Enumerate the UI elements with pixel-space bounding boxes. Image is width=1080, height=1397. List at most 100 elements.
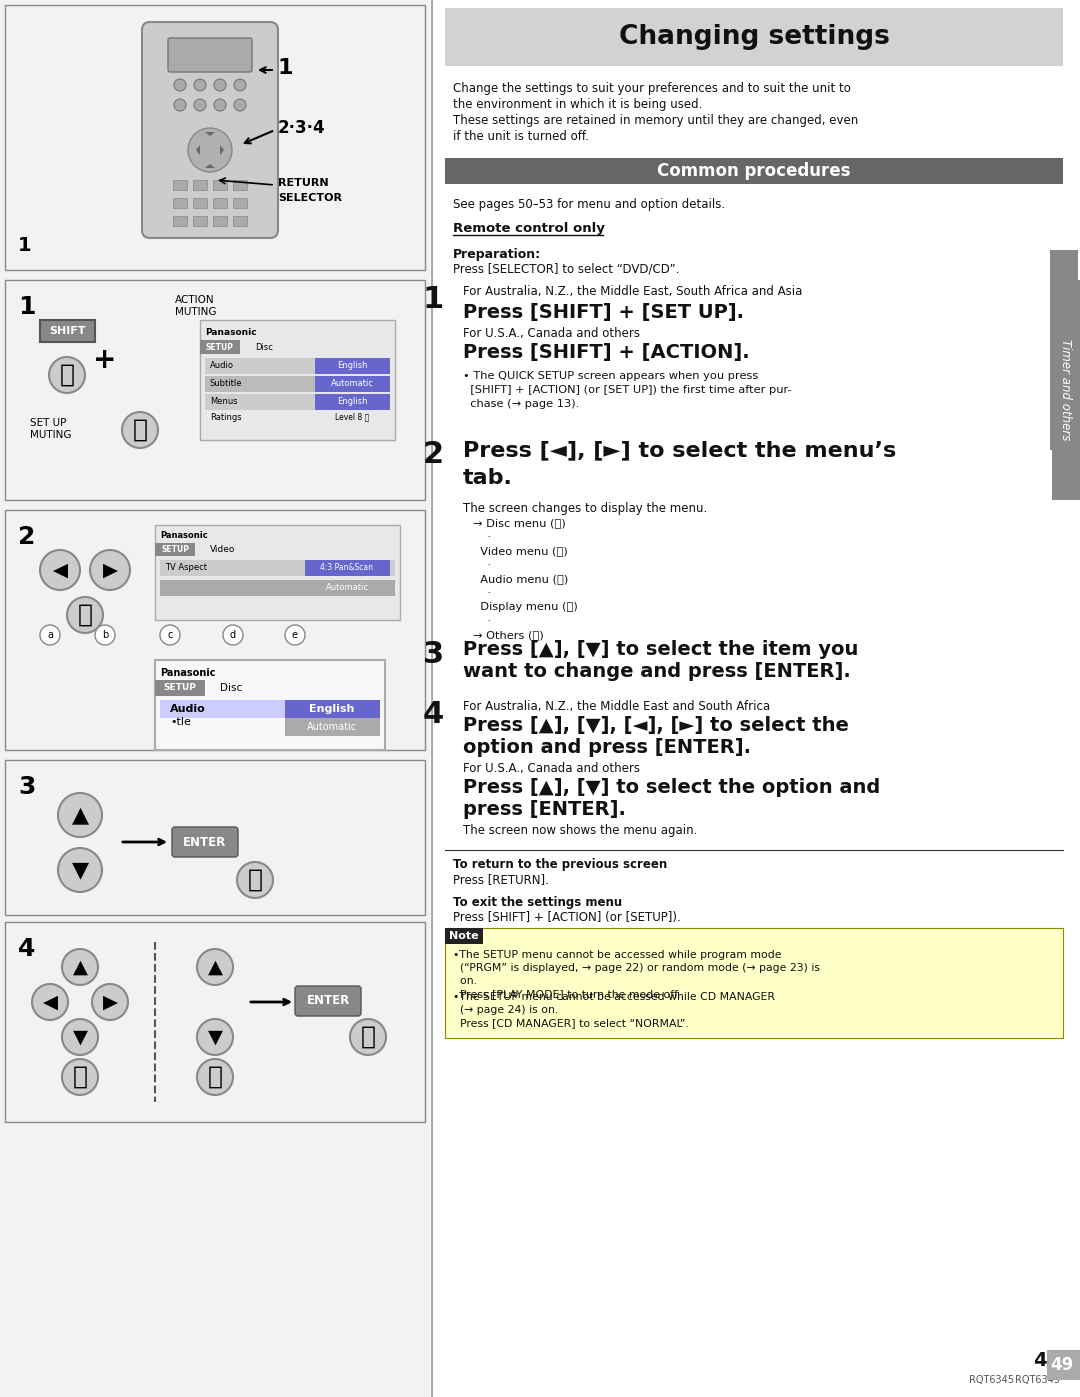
Text: For U.S.A., Canada and others: For U.S.A., Canada and others xyxy=(463,761,640,775)
Text: Audio: Audio xyxy=(170,704,206,714)
Bar xyxy=(205,376,390,393)
Circle shape xyxy=(197,949,233,985)
Circle shape xyxy=(90,550,130,590)
Text: chase (→ page 13).: chase (→ page 13). xyxy=(463,400,579,409)
Bar xyxy=(156,680,205,696)
Bar xyxy=(5,760,426,915)
Text: For Australia, N.Z., the Middle East and South Africa: For Australia, N.Z., the Middle East and… xyxy=(463,700,770,712)
Circle shape xyxy=(49,358,85,393)
Bar xyxy=(156,659,384,750)
Bar xyxy=(445,928,1063,1038)
Text: 4: 4 xyxy=(423,700,444,729)
Text: ◀: ◀ xyxy=(42,992,57,1011)
Circle shape xyxy=(237,862,273,898)
Text: Ratings: Ratings xyxy=(210,412,242,422)
Circle shape xyxy=(197,1059,233,1095)
Circle shape xyxy=(95,624,114,645)
Text: ▼: ▼ xyxy=(207,1028,222,1046)
Bar xyxy=(315,358,390,374)
Bar xyxy=(5,279,426,500)
Text: Audio: Audio xyxy=(210,362,234,370)
Text: Display menu (ⓓ): Display menu (ⓓ) xyxy=(473,602,578,612)
Bar xyxy=(315,376,390,393)
Text: ▶: ▶ xyxy=(103,560,118,580)
Text: To return to the previous screen: To return to the previous screen xyxy=(453,858,667,870)
Circle shape xyxy=(222,624,243,645)
Bar xyxy=(205,358,390,374)
Circle shape xyxy=(197,1018,233,1055)
Bar xyxy=(173,217,187,226)
Bar xyxy=(200,339,240,353)
Text: Press [▲], [▼] to select the item you: Press [▲], [▼] to select the item you xyxy=(463,640,859,659)
Circle shape xyxy=(58,848,102,893)
Bar xyxy=(1052,279,1080,500)
Text: ✋: ✋ xyxy=(247,868,262,893)
FancyBboxPatch shape xyxy=(295,986,361,1016)
Circle shape xyxy=(62,1018,98,1055)
Bar xyxy=(445,158,1063,184)
Text: •The SETUP menu cannot be accessed while program mode: •The SETUP menu cannot be accessed while… xyxy=(453,950,782,960)
Circle shape xyxy=(122,412,158,448)
Text: Press [SELECTOR] to select “DVD/CD”.: Press [SELECTOR] to select “DVD/CD”. xyxy=(453,263,679,277)
Text: 2: 2 xyxy=(423,440,444,469)
Text: ENTER: ENTER xyxy=(184,835,227,848)
Bar xyxy=(233,180,247,190)
Text: 1: 1 xyxy=(278,59,294,78)
Bar xyxy=(213,217,227,226)
Text: ✋: ✋ xyxy=(133,418,148,441)
Text: 3: 3 xyxy=(423,640,444,669)
Text: Remote control only: Remote control only xyxy=(453,222,605,235)
Text: Panasonic: Panasonic xyxy=(160,668,216,678)
Bar xyxy=(156,543,195,556)
Bar xyxy=(445,928,483,944)
Text: ✋: ✋ xyxy=(207,1065,222,1090)
Text: ▼: ▼ xyxy=(72,1028,87,1046)
Text: 49: 49 xyxy=(1051,1356,1074,1375)
Text: Press [▲], [▼] to select the option and: Press [▲], [▼] to select the option and xyxy=(463,778,880,798)
Text: 1: 1 xyxy=(18,295,36,319)
Bar xyxy=(156,525,400,620)
Circle shape xyxy=(32,983,68,1020)
Text: RETURN: RETURN xyxy=(278,177,328,189)
Text: Press [SHIFT] + [SET UP].: Press [SHIFT] + [SET UP]. xyxy=(463,303,744,321)
Text: press [ENTER].: press [ENTER]. xyxy=(463,800,626,819)
FancyBboxPatch shape xyxy=(172,827,238,856)
Text: The screen changes to display the menu.: The screen changes to display the menu. xyxy=(463,502,707,515)
Text: b: b xyxy=(102,630,108,640)
Text: Press [▲], [▼], [◄], [►] to select the: Press [▲], [▼], [◄], [►] to select the xyxy=(463,717,849,735)
Circle shape xyxy=(62,949,98,985)
Text: ·: · xyxy=(473,616,491,626)
Text: ENTER: ENTER xyxy=(307,995,350,1007)
Text: 49: 49 xyxy=(1032,1351,1059,1370)
Text: •The SETUP menu cannot be accessed while CD MANAGER: •The SETUP menu cannot be accessed while… xyxy=(453,992,775,1002)
Text: The screen now shows the menu again.: The screen now shows the menu again. xyxy=(463,824,698,837)
Circle shape xyxy=(194,99,206,110)
Bar xyxy=(5,510,426,750)
Text: To exit the settings menu: To exit the settings menu xyxy=(453,895,622,909)
Text: ✋: ✋ xyxy=(78,604,93,627)
Text: Automatic: Automatic xyxy=(307,722,357,732)
Bar xyxy=(173,198,187,208)
Text: Note: Note xyxy=(449,930,478,942)
Bar xyxy=(193,217,207,226)
Bar xyxy=(160,700,380,718)
Bar xyxy=(200,320,395,440)
Text: RQT6345: RQT6345 xyxy=(970,1375,1014,1384)
Bar xyxy=(173,180,187,190)
Circle shape xyxy=(67,597,103,633)
Circle shape xyxy=(194,80,206,91)
Text: RQT6345: RQT6345 xyxy=(1015,1375,1059,1384)
Circle shape xyxy=(214,99,226,110)
Text: These settings are retained in memory until they are changed, even: These settings are retained in memory un… xyxy=(453,115,859,127)
Text: c: c xyxy=(167,630,173,640)
Text: Video: Video xyxy=(210,545,235,553)
Text: Common procedures: Common procedures xyxy=(658,162,851,180)
Polygon shape xyxy=(220,145,224,155)
Bar xyxy=(40,320,95,342)
Text: Audio menu (ⓒ): Audio menu (ⓒ) xyxy=(473,574,568,584)
Text: SETUP: SETUP xyxy=(163,683,197,693)
Bar xyxy=(0,0,430,1397)
Text: on.: on. xyxy=(453,977,477,986)
Text: Disc: Disc xyxy=(255,342,273,352)
Text: 1: 1 xyxy=(18,236,31,256)
